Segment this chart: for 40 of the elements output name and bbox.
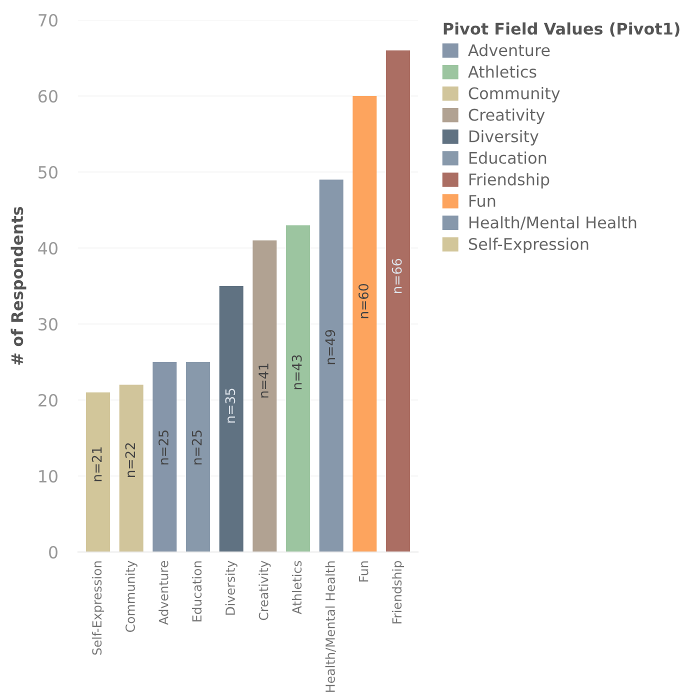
x-tick-label: Education — [192, 561, 202, 622]
legend-title: Pivot Field Values (Pivot1) — [444, 22, 680, 37]
y-tick-label: 10 — [39, 470, 58, 483]
legend-label: Health/Mental Health — [470, 216, 636, 230]
y-tick-label: 60 — [38, 90, 58, 103]
legend-label: Fun — [470, 195, 496, 207]
x-tick-label: Creativity — [258, 560, 271, 620]
data-label: n=25 — [158, 430, 168, 464]
y-tick-label: 40 — [38, 242, 58, 255]
data-label: n=49 — [325, 330, 336, 364]
x-tick-label: Adventure — [158, 561, 168, 625]
y-tick-label: 30 — [38, 318, 58, 331]
data-label: n=41 — [258, 364, 268, 398]
data-label: n=21 — [92, 447, 102, 482]
x-tick-label: Community — [125, 560, 138, 632]
data-label: n=22 — [125, 443, 135, 477]
y-tick-label: 70 — [38, 14, 58, 27]
x-tick-label: Self-Expression — [92, 561, 104, 655]
data-label: n=43 — [292, 355, 302, 390]
y-tick-label: 50 — [38, 166, 58, 179]
legend-label: Athletics — [468, 65, 536, 78]
x-tick-label: Friendship — [392, 561, 404, 624]
data-label: n=25 — [192, 430, 202, 464]
legend-label: Diversity — [470, 130, 539, 146]
y-tick-label: 0 — [49, 546, 58, 559]
legend-label: Creativity — [468, 108, 545, 124]
x-tick-label: Diversity — [225, 560, 238, 615]
legend-label: Friendship — [470, 173, 550, 189]
x-tick-label: Athletics — [292, 560, 302, 614]
y-axis-title: # of Respondents — [10, 206, 26, 365]
data-label: n=66 — [392, 258, 402, 294]
data-label: n=35 — [225, 388, 236, 423]
legend-label: Adventure — [468, 44, 550, 56]
legend-label: Education — [470, 152, 546, 164]
data-label: n=60 — [358, 284, 368, 318]
x-tick-label: Health/Mental Health — [325, 561, 336, 692]
y-tick-label: 20 — [38, 394, 58, 407]
legend-label: Community — [468, 86, 560, 102]
legend-label: Self-Expression — [468, 238, 588, 254]
x-tick-label: Fun — [359, 561, 368, 582]
